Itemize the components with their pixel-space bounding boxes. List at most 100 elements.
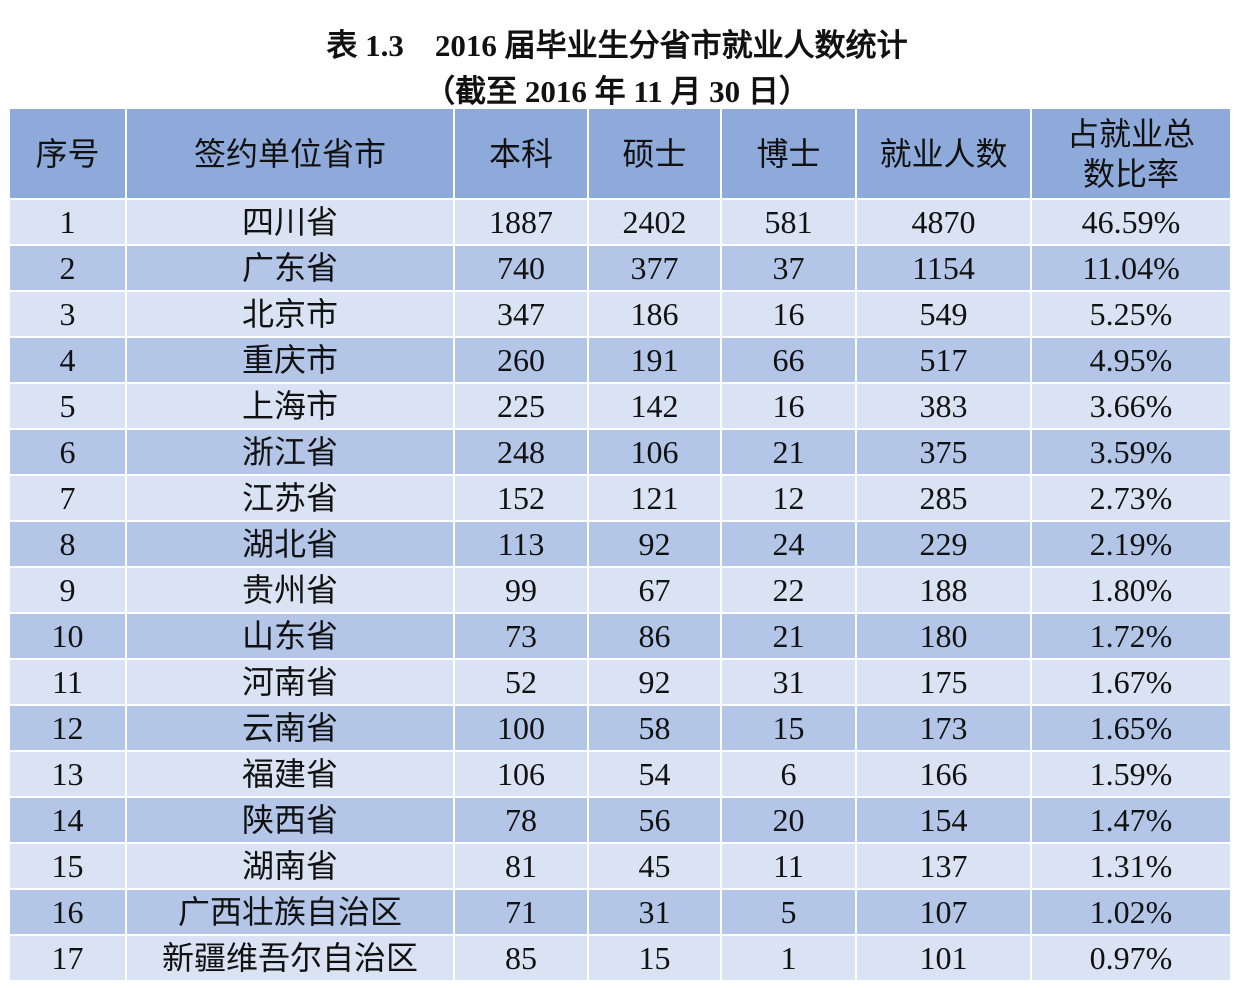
table-cell: 106 (587, 428, 722, 476)
table-cell: 北京市 (125, 290, 455, 338)
column-header: 本科 (453, 107, 589, 200)
table-row: 11 河南省 52 92 31 175 1.67% (8, 658, 1232, 706)
table-cell: 229 (855, 520, 1032, 568)
column-header: 博士 (720, 107, 857, 200)
table-row: 8 湖北省 113 92 24 229 2.19% (8, 520, 1232, 568)
table-cell: 375 (855, 428, 1032, 476)
table-cell: 广东省 (125, 244, 455, 292)
table-cell: 78 (453, 796, 589, 844)
table-cell: 15 (720, 704, 857, 752)
table-cell: 5 (720, 888, 857, 936)
table-cell: 173 (855, 704, 1032, 752)
table-cell: 3.66% (1030, 382, 1232, 430)
table-cell: 73 (453, 612, 589, 660)
table-cell: 贵州省 (125, 566, 455, 614)
column-header: 硕士 (587, 107, 722, 200)
table-cell: 186 (587, 290, 722, 338)
table-cell: 4.95% (1030, 336, 1232, 384)
table-cell: 1.72% (1030, 612, 1232, 660)
table-cell: 31 (587, 888, 722, 936)
table-row: 2 广东省 740 377 37 1154 11.04% (8, 244, 1232, 292)
table-cell: 24 (720, 520, 857, 568)
table-cell: 22 (720, 566, 857, 614)
table-cell: 云南省 (125, 704, 455, 752)
table-cell: 191 (587, 336, 722, 384)
table-cell: 37 (720, 244, 857, 292)
table-cell: 92 (587, 658, 722, 706)
table-cell: 1.67% (1030, 658, 1232, 706)
table-cell: 15 (587, 934, 722, 982)
table-cell: 4 (8, 336, 127, 384)
table-cell: 14 (8, 796, 127, 844)
table-cell: 46.59% (1030, 198, 1232, 246)
table-cell: 17 (8, 934, 127, 982)
table-cell: 45 (587, 842, 722, 890)
table-title: 表 1.3 2016 届毕业生分省市就业人数统计 (326, 28, 908, 63)
table-cell: 81 (453, 842, 589, 890)
table-cell: 1 (720, 934, 857, 982)
column-header: 就业人数 (855, 107, 1032, 200)
table-cell: 54 (587, 750, 722, 798)
table-cell: 重庆市 (125, 336, 455, 384)
table-cell: 86 (587, 612, 722, 660)
table-cell: 13 (8, 750, 127, 798)
table-cell: 549 (855, 290, 1032, 338)
table-cell: 4870 (855, 198, 1032, 246)
table-subtitle: （截至 2016 年 11 月 30 日） (424, 74, 810, 109)
table-cell: 5 (8, 382, 127, 430)
table-cell: 225 (453, 382, 589, 430)
table-row: 17 新疆维吾尔自治区 85 15 1 101 0.97% (8, 934, 1232, 982)
table-cell: 137 (855, 842, 1032, 890)
column-header: 序号 (8, 107, 127, 200)
table-row: 15 湖南省 81 45 11 137 1.31% (8, 842, 1232, 890)
table-cell: 188 (855, 566, 1032, 614)
table-cell: 广西壮族自治区 (125, 888, 455, 936)
table-cell: 0.97% (1030, 934, 1232, 982)
table-cell: 56 (587, 796, 722, 844)
table-cell: 1887 (453, 198, 589, 246)
table-cell: 1154 (855, 244, 1032, 292)
table-cell: 71 (453, 888, 589, 936)
table-cell: 180 (855, 612, 1032, 660)
table-cell: 581 (720, 198, 857, 246)
table-cell: 21 (720, 612, 857, 660)
table-cell: 1.59% (1030, 750, 1232, 798)
table-cell: 100 (453, 704, 589, 752)
table-cell: 6 (8, 428, 127, 476)
table-cell: 8 (8, 520, 127, 568)
table-cell: 上海市 (125, 382, 455, 430)
table-cell: 1.80% (1030, 566, 1232, 614)
table-cell: 16 (8, 888, 127, 936)
table-cell: 11 (8, 658, 127, 706)
table-row: 6 浙江省 248 106 21 375 3.59% (8, 428, 1232, 476)
table-cell: 377 (587, 244, 722, 292)
table-cell: 20 (720, 796, 857, 844)
table-cell: 154 (855, 796, 1032, 844)
table-cell: 11 (720, 842, 857, 890)
table-cell: 260 (453, 336, 589, 384)
column-header: 占就业总数比率 (1030, 107, 1232, 200)
table-cell: 347 (453, 290, 589, 338)
table-row: 12 云南省 100 58 15 173 1.65% (8, 704, 1232, 752)
table-row: 7 江苏省 152 121 12 285 2.73% (8, 474, 1232, 522)
table-row: 3 北京市 347 186 16 549 5.25% (8, 290, 1232, 338)
table-cell: 浙江省 (125, 428, 455, 476)
table-cell: 1.47% (1030, 796, 1232, 844)
table-cell: 江苏省 (125, 474, 455, 522)
table-cell: 湖南省 (125, 842, 455, 890)
table-cell: 52 (453, 658, 589, 706)
table-cell: 12 (720, 474, 857, 522)
table-cell: 517 (855, 336, 1032, 384)
column-header: 签约单位省市 (125, 107, 455, 200)
table-cell: 152 (453, 474, 589, 522)
table-row: 13 福建省 106 54 6 166 1.59% (8, 750, 1232, 798)
table-cell: 1.02% (1030, 888, 1232, 936)
table-cell: 285 (855, 474, 1032, 522)
table-cell: 740 (453, 244, 589, 292)
table-cell: 16 (720, 290, 857, 338)
data-table: 序号 签约单位省市 本科 硕士 博士 就业人数 占就业总数比率 1 四川省 1887 2402 581… (8, 107, 1232, 982)
table-cell: 7 (8, 474, 127, 522)
table-cell: 85 (453, 934, 589, 982)
table-cell: 9 (8, 566, 127, 614)
